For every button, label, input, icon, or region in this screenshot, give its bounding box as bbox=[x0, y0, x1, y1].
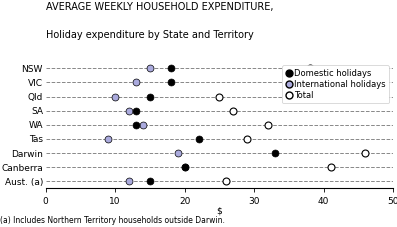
X-axis label: $: $ bbox=[216, 206, 222, 215]
Text: AVERAGE WEEKLY HOUSEHOLD EXPENDITURE,: AVERAGE WEEKLY HOUSEHOLD EXPENDITURE, bbox=[46, 2, 273, 12]
Text: (a) Includes Northern Territory households outside Darwin.: (a) Includes Northern Territory househol… bbox=[0, 216, 225, 225]
Legend: Domestic holidays, International holidays, Total: Domestic holidays, International holiday… bbox=[282, 65, 389, 103]
Text: Holiday expenditure by State and Territory: Holiday expenditure by State and Territo… bbox=[46, 30, 253, 39]
